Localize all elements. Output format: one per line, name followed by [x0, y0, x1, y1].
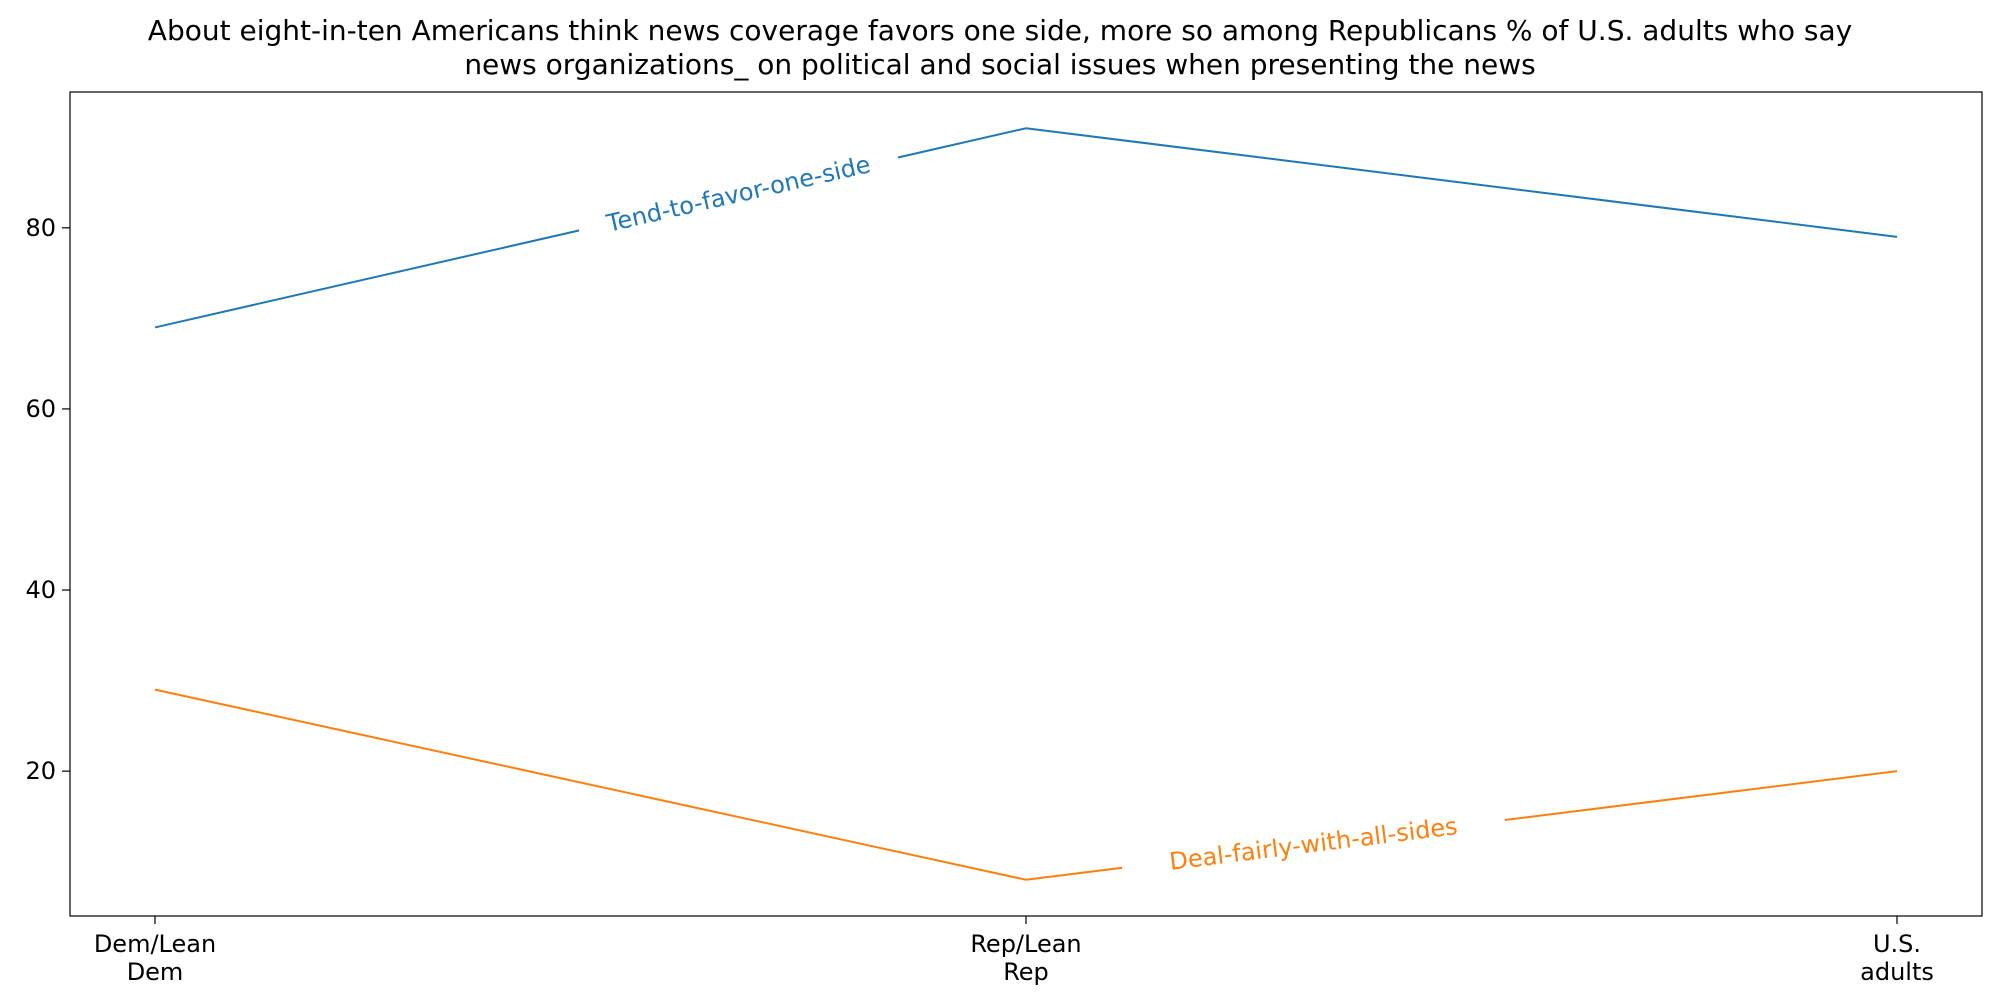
series-line — [154, 127, 1898, 329]
x-tick-label: U.S. adults — [1860, 930, 1934, 986]
series-label: Tend-to-favor-one-side — [603, 150, 873, 238]
x-tick-label-line: Rep — [1003, 958, 1049, 986]
x-tick-label-line: Dem/Lean — [94, 930, 216, 958]
x-tick-label: Rep/Lean Rep — [970, 930, 1081, 986]
series-label-background — [575, 141, 902, 247]
y-tick-label: 60 — [25, 395, 56, 423]
series-line — [154, 688, 1898, 881]
y-tick-label: 80 — [25, 214, 56, 242]
x-tick-label-line: adults — [1860, 958, 1934, 986]
y-tick-label: 40 — [25, 576, 56, 604]
series-label-group: Tend-to-favor-one-side — [575, 141, 902, 247]
chart-title-line-1: About eight-in-ten Americans think news … — [148, 14, 1852, 47]
y-tick-label: 20 — [25, 757, 56, 785]
plot-area — [69, 91, 1983, 917]
series-label-background — [1120, 804, 1507, 884]
series-label: Deal-fairly-with-all-sides — [1168, 812, 1459, 876]
x-tick-label-line: U.S. — [1873, 930, 1921, 958]
y-axis: 20 40 60 80 — [25, 214, 70, 785]
x-tick-label-line: Rep/Lean — [970, 930, 1081, 958]
x-tick-label-line: Dem — [127, 958, 184, 986]
x-axis: Dem/Lean Dem Rep/Lean Rep U.S. adults — [94, 916, 1934, 986]
x-tick-label: Dem/Lean Dem — [94, 930, 216, 986]
chart-title-line-2: news organizations_ on political and soc… — [464, 48, 1535, 81]
series-label-group: Deal-fairly-with-all-sides — [1120, 804, 1507, 884]
series-group: Tend-to-favor-one-side Deal-fairly-with-a… — [154, 127, 1898, 884]
